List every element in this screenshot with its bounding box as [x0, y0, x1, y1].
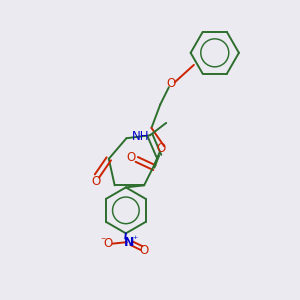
- Text: $^+$: $^+$: [131, 234, 139, 243]
- Text: O: O: [103, 237, 113, 250]
- Text: O: O: [167, 77, 176, 90]
- Text: O: O: [140, 244, 149, 257]
- Text: O: O: [91, 175, 100, 188]
- Text: NH: NH: [132, 130, 149, 143]
- Text: N: N: [124, 236, 134, 249]
- Text: $^-$: $^-$: [99, 235, 107, 244]
- Text: O: O: [157, 142, 166, 155]
- Text: O: O: [127, 151, 136, 164]
